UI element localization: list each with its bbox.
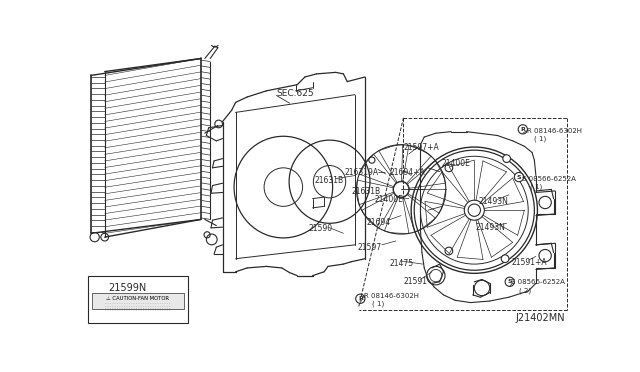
Text: 21475: 21475 xyxy=(390,259,413,268)
Text: 21597: 21597 xyxy=(357,243,381,251)
Circle shape xyxy=(356,294,365,303)
Text: 21631B: 21631B xyxy=(314,176,343,185)
Circle shape xyxy=(503,155,511,163)
Text: ( 2): ( 2) xyxy=(519,287,531,294)
Circle shape xyxy=(393,182,409,198)
Text: ( 1): ( 1) xyxy=(534,135,547,142)
Text: R 08146-6302H: R 08146-6302H xyxy=(527,128,582,134)
Circle shape xyxy=(539,250,551,262)
Text: 21694+A: 21694+A xyxy=(390,168,426,177)
Text: 21599N: 21599N xyxy=(109,283,147,294)
Text: 21400E: 21400E xyxy=(442,158,471,168)
Text: ( 1): ( 1) xyxy=(372,300,384,307)
Text: - - - - - - - - - - - - - - - - - - - - - - - - - - - -: - - - - - - - - - - - - - - - - - - - - … xyxy=(104,304,171,308)
Circle shape xyxy=(464,200,484,220)
Text: ( 1): ( 1) xyxy=(530,183,542,190)
Text: SEC.625: SEC.625 xyxy=(276,89,314,98)
Text: 21694: 21694 xyxy=(367,218,390,227)
Text: - - - - - - - - - - - - - - - - - - - - - - - - - - - -: - - - - - - - - - - - - - - - - - - - - … xyxy=(104,301,171,305)
Text: R 08146-6302H: R 08146-6302H xyxy=(364,293,419,299)
Text: 21493N: 21493N xyxy=(476,223,506,232)
Text: 21590: 21590 xyxy=(308,224,333,233)
Text: S 08566-6252A: S 08566-6252A xyxy=(511,279,565,285)
Circle shape xyxy=(468,204,481,217)
Text: - - - - - - - - - - - - - - - - - - - - - - - - - - - -: - - - - - - - - - - - - - - - - - - - - … xyxy=(104,306,171,310)
Text: 21631B: 21631B xyxy=(351,187,380,196)
Text: 21591+A: 21591+A xyxy=(511,258,547,267)
Text: 216319A—: 216319A— xyxy=(345,168,387,177)
Circle shape xyxy=(394,182,409,197)
Circle shape xyxy=(515,173,524,182)
Text: R: R xyxy=(520,127,525,132)
Bar xyxy=(88,276,188,323)
Text: ⚠ CAUTION-FAN MOTOR: ⚠ CAUTION-FAN MOTOR xyxy=(106,296,170,301)
Circle shape xyxy=(445,247,452,255)
Text: 21493N: 21493N xyxy=(478,197,508,206)
Text: - - - - - - - - - - - - - - - - - - - - - - - - - - - -: - - - - - - - - - - - - - - - - - - - - … xyxy=(104,308,171,312)
Text: S 08566-6252A: S 08566-6252A xyxy=(522,176,576,182)
Circle shape xyxy=(505,277,515,286)
Text: J21402MN: J21402MN xyxy=(516,313,565,323)
Text: 21400E: 21400E xyxy=(374,195,403,204)
Text: S: S xyxy=(516,174,521,180)
Text: S: S xyxy=(508,279,512,284)
Text: 21591: 21591 xyxy=(403,277,428,286)
Circle shape xyxy=(501,255,509,263)
Circle shape xyxy=(445,164,452,172)
Bar xyxy=(92,294,184,309)
Circle shape xyxy=(369,157,375,163)
Circle shape xyxy=(539,196,551,209)
Text: 21597+A: 21597+A xyxy=(403,143,439,152)
Circle shape xyxy=(518,125,527,134)
Text: R: R xyxy=(358,296,363,301)
